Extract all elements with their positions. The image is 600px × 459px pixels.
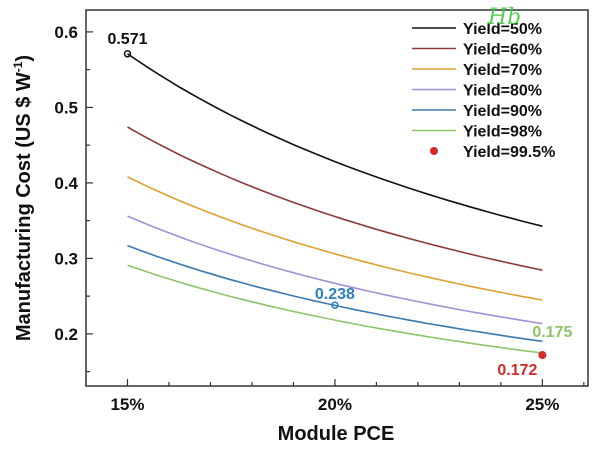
y-tick-label: 0.6 <box>54 23 78 42</box>
y-axis-title-main: Manufacturing Cost (US $ W <box>13 72 35 341</box>
legend-label: Yield=80% <box>463 83 542 100</box>
annotation-label: 0.172 <box>497 362 537 379</box>
annotation-marker <box>123 50 132 58</box>
annotation-label: 0.571 <box>107 31 147 48</box>
y-tick-label: 0.3 <box>54 249 78 268</box>
legend-label: Yield=60% <box>463 42 542 59</box>
x-axis-title: Module PCE <box>278 423 395 445</box>
series-line-90 <box>127 244 543 343</box>
legend-label: Yield=90% <box>463 103 542 120</box>
annotations: 0.571 0.238 0.175 0.172 <box>107 31 572 379</box>
series-point-yield-99-5 <box>538 351 547 360</box>
legend-label: Yield=98% <box>463 124 542 141</box>
series-line-80 <box>127 215 543 325</box>
annotation-label: 0.238 <box>315 286 355 303</box>
y-axis-title-sup: -1 <box>11 61 25 72</box>
legend-label: Yield=70% <box>463 62 542 79</box>
y-tick-label: 0.5 <box>54 98 78 117</box>
series-group <box>127 53 547 360</box>
y-tick-label: 0.4 <box>54 174 78 193</box>
annotation-label: 0.175 <box>532 324 572 341</box>
legend-label: Yield=99.5% <box>463 144 555 161</box>
x-tick-label: 20% <box>318 395 352 414</box>
annotation-marker <box>331 301 339 309</box>
series-line-50 <box>127 53 543 227</box>
y-axis-title: Manufacturing Cost (US $ W-1) <box>11 55 35 341</box>
legend: Yield=50% Yield=60% Yield=70% Yield=80% Yiel… <box>412 21 555 161</box>
legend-swatch <box>430 147 438 155</box>
series-line-98 <box>127 264 543 354</box>
x-tick-label: 25% <box>525 395 559 414</box>
x-tick-label: 15% <box>110 395 144 414</box>
series-line-60 <box>127 126 543 271</box>
axes: 15% 20% 25% 0.2 0.3 0.4 0.5 0.6 <box>54 9 589 414</box>
watermark: Hb <box>487 5 521 30</box>
y-axis-title-suffix: ) <box>13 55 35 62</box>
legend-label: Yield=50% <box>463 21 542 38</box>
plot-frame <box>85 9 589 387</box>
y-tick-label: 0.2 <box>54 325 78 344</box>
series-line-70 <box>127 176 543 301</box>
